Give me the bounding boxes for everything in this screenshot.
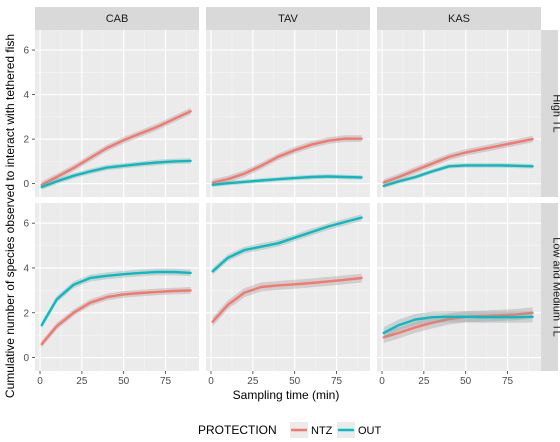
x-tick-label: 25 bbox=[247, 376, 259, 387]
strip-tav: TAV bbox=[206, 7, 370, 30]
confidence-band-ntz bbox=[212, 273, 362, 327]
panel-background bbox=[35, 203, 199, 371]
panel-tav-0 bbox=[206, 30, 370, 197]
legend-title: PROTECTION bbox=[198, 423, 277, 437]
x-tick-label: 0 bbox=[37, 376, 43, 387]
strip-label-kas: KAS bbox=[448, 13, 470, 25]
panel-background bbox=[206, 30, 370, 197]
y-tick-label: 6 bbox=[23, 219, 29, 230]
x-tick-label: 25 bbox=[418, 376, 430, 387]
y-tick-label: 2 bbox=[23, 135, 29, 146]
strip-kas: KAS bbox=[377, 7, 541, 30]
panel-background bbox=[377, 203, 541, 371]
series-line-ntz bbox=[211, 137, 363, 184]
y-tick-label: 0 bbox=[23, 179, 29, 190]
y-tick-label: 2 bbox=[23, 308, 29, 319]
x-tick-label: 0 bbox=[379, 376, 385, 387]
panel-tav-1 bbox=[206, 203, 370, 371]
series-line-out bbox=[382, 315, 534, 335]
panel-cab-0 bbox=[35, 30, 199, 197]
panel-background bbox=[206, 203, 370, 371]
y-tick-label: 0 bbox=[23, 353, 29, 364]
row-strip-label-1: Low and Medium TL bbox=[551, 237, 560, 336]
confidence-band-ntz bbox=[212, 135, 362, 186]
legend: PROTECTION NTZ OUT bbox=[198, 422, 382, 438]
y-axis-title: Cumulative number of species observed to… bbox=[3, 34, 17, 398]
row-strip-bg bbox=[541, 203, 558, 371]
x-tick-label: 0 bbox=[208, 376, 214, 387]
x-tick-label: 50 bbox=[118, 376, 130, 387]
x-tick-label: 50 bbox=[289, 376, 301, 387]
panel-background bbox=[35, 30, 199, 197]
panel-kas-1 bbox=[377, 203, 541, 371]
panel-background bbox=[377, 30, 541, 197]
x-tick-label: 75 bbox=[160, 376, 172, 387]
strip-bg bbox=[35, 7, 199, 30]
panel-kas-0 bbox=[377, 30, 541, 197]
confidence-band-ntz bbox=[41, 287, 191, 348]
series-line-out bbox=[211, 175, 363, 186]
strip-bg bbox=[377, 7, 541, 30]
panels: CAB TAV KAS High TL Low and Medium TL bbox=[35, 7, 560, 371]
strip-cab: CAB bbox=[35, 7, 199, 30]
legend-key-out bbox=[337, 422, 355, 438]
x-tick-label: 75 bbox=[502, 376, 514, 387]
x-tick-label: 50 bbox=[460, 376, 472, 387]
x-axis-title: Sampling time (min) bbox=[233, 388, 340, 402]
strip-bg bbox=[206, 7, 370, 30]
y-tick-label: 6 bbox=[23, 46, 29, 57]
row-strip-0: High TL bbox=[541, 30, 560, 197]
axes: 0 2 4 6 0 2 4 6 0 25 50 75 0 25 50 75 0 25 50 75 bbox=[23, 46, 513, 387]
series-line-out bbox=[211, 216, 363, 273]
series-line-ntz bbox=[211, 276, 363, 323]
row-strip-label-0: High TL bbox=[551, 94, 560, 132]
series-line-out bbox=[40, 159, 192, 189]
panel-cab-1 bbox=[35, 203, 199, 371]
y-tick-label: 4 bbox=[23, 263, 29, 274]
series-line-ntz bbox=[40, 289, 192, 346]
x-tick-label: 25 bbox=[76, 376, 88, 387]
legend-label-ntz: NTZ bbox=[311, 425, 333, 437]
strip-label-tav: TAV bbox=[278, 13, 298, 25]
series-line-ntz bbox=[382, 137, 534, 184]
row-strip-bg bbox=[541, 30, 558, 197]
confidence-band-ntz bbox=[383, 135, 533, 186]
series-line-ntz bbox=[40, 110, 192, 186]
y-tick-label: 4 bbox=[23, 90, 29, 101]
legend-key-ntz bbox=[290, 422, 308, 438]
strip-label-cab: CAB bbox=[106, 13, 129, 25]
series-line-out bbox=[40, 270, 192, 327]
row-strip-1: Low and Medium TL bbox=[541, 203, 560, 371]
legend-label-out: OUT bbox=[358, 425, 382, 437]
x-tick-label: 75 bbox=[331, 376, 343, 387]
confidence-band-out bbox=[212, 214, 362, 275]
series-line-out bbox=[382, 164, 534, 188]
